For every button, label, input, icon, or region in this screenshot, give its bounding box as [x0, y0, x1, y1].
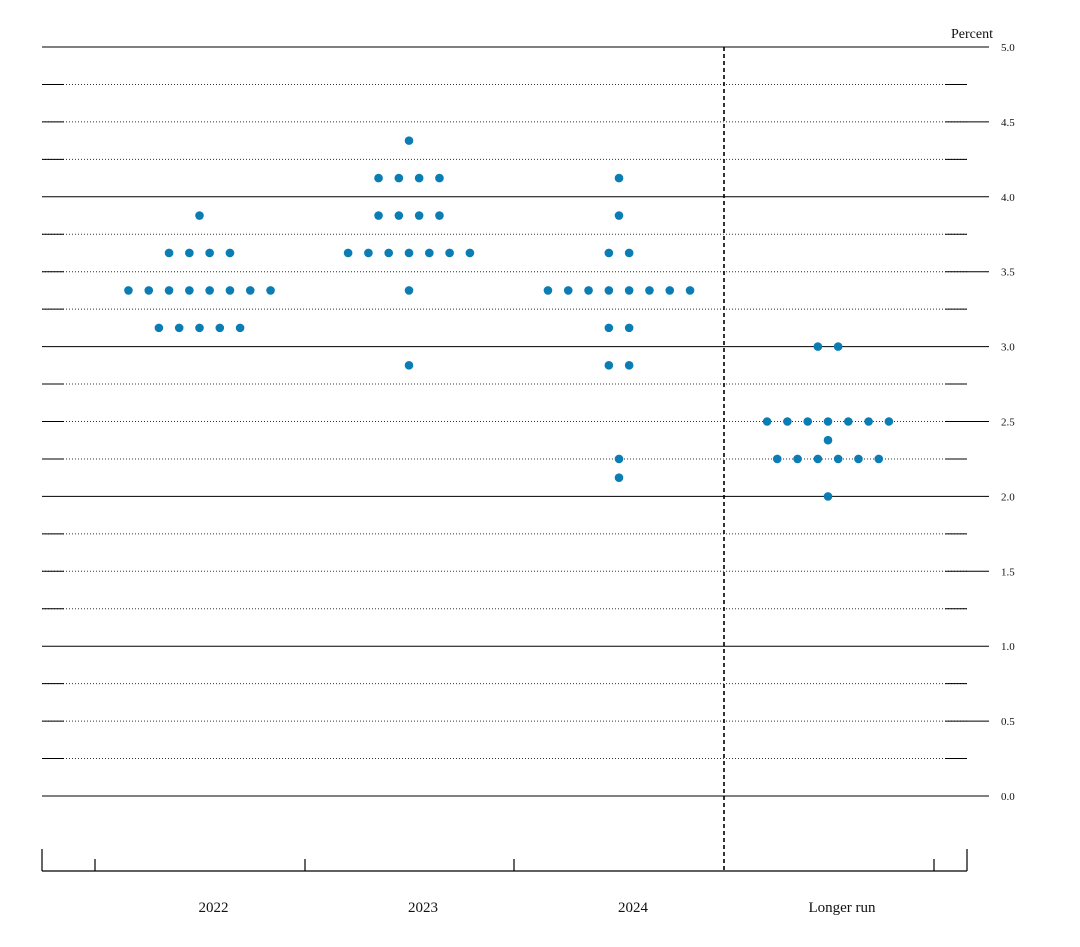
dot-point: [844, 417, 853, 426]
y-tick-labels: 0.0 0.5 1.0 1.5 2.0 2.5 3.0 3.5 4.0 4.5 5.0: [1001, 42, 1015, 803]
dot-point: [604, 248, 614, 258]
dot-point: [624, 286, 634, 295]
y-tick-label: 3.5: [1001, 267, 1015, 279]
y-tick-label: 2.0: [1001, 491, 1015, 503]
y-tick-label: 0.5: [1001, 716, 1015, 728]
dot-point: [823, 435, 833, 445]
dot-point: [414, 211, 424, 220]
dot-point: [205, 248, 214, 258]
dot-point: [364, 248, 373, 258]
dot-point: [803, 417, 812, 426]
dot-point: [772, 454, 782, 464]
dot-point: [783, 417, 792, 426]
dot-point: [414, 173, 424, 183]
dot-point: [813, 454, 823, 464]
y-axis-unit-label: Percent: [951, 27, 993, 42]
dot-point: [813, 342, 823, 351]
dot-point: [174, 323, 184, 333]
x-category-label: 2022: [199, 900, 229, 916]
dot-point: [215, 323, 225, 333]
y-tick-label: 1.5: [1001, 566, 1015, 578]
dot-point: [604, 286, 614, 295]
dot-point: [445, 248, 454, 258]
dot-point: [185, 248, 194, 258]
dot-point: [245, 286, 255, 295]
dot-point: [833, 342, 843, 351]
dot-point: [225, 286, 235, 295]
dot-point: [604, 361, 614, 370]
dot-point: [404, 286, 414, 295]
dot-point: [614, 211, 624, 220]
x-category-labels: 2022 2023 2024 Longer run: [199, 900, 877, 916]
x-category-label: Longer run: [808, 900, 876, 916]
dot-point: [394, 211, 404, 220]
dot-point: [614, 454, 624, 464]
dot-point: [266, 286, 275, 295]
dot-point: [665, 286, 675, 295]
dot-point: [624, 323, 634, 333]
dot-point: [624, 361, 634, 370]
dot-point: [614, 473, 624, 482]
dot-point: [144, 286, 154, 295]
x-category-label: 2023: [408, 900, 438, 916]
grid-lines: [42, 46, 989, 797]
dot-point: [833, 454, 843, 464]
dot-point: [823, 417, 833, 426]
dot-point: [374, 173, 383, 183]
dot-point: [884, 417, 894, 426]
dot-point: [604, 323, 614, 333]
dot-point: [645, 286, 654, 295]
dot-point: [164, 248, 174, 258]
dot-point: [124, 286, 133, 295]
dot-point: [874, 454, 884, 464]
y-tick-label: 5.0: [1001, 42, 1015, 54]
y-tick-label: 2.5: [1001, 417, 1015, 429]
dot-point: [404, 248, 414, 258]
dot-point: [543, 286, 553, 295]
y-tick-label: 4.5: [1001, 117, 1015, 129]
dot-point: [685, 286, 695, 295]
dot-point: [584, 286, 593, 295]
dot-point: [235, 323, 245, 333]
dot-point: [374, 211, 383, 220]
x-category-label: 2024: [618, 900, 649, 916]
dots: [124, 136, 894, 501]
y-tick-label: 0.0: [1001, 791, 1015, 803]
x-axis: [41, 849, 968, 872]
dot-point: [195, 323, 204, 333]
dot-point: [823, 492, 833, 501]
dot-point: [425, 248, 434, 258]
dot-point: [435, 211, 444, 220]
y-tick-label: 3.0: [1001, 342, 1015, 354]
dot-point: [164, 286, 174, 295]
dot-point: [404, 136, 414, 145]
dot-point: [465, 248, 475, 258]
dot-point: [384, 248, 394, 258]
dot-point: [762, 417, 772, 426]
dot-point: [854, 454, 863, 464]
dot-point: [394, 173, 404, 183]
dot-point: [195, 211, 204, 220]
dot-point: [185, 286, 194, 295]
dot-point: [205, 286, 214, 295]
y-tick-label: 4.0: [1001, 192, 1015, 204]
dot-point: [793, 454, 802, 464]
y-tick-label: 1.0: [1001, 641, 1015, 653]
dot-point: [864, 417, 873, 426]
dot-point: [225, 248, 235, 258]
dot-point: [563, 286, 573, 295]
dot-point: [624, 248, 634, 258]
dot-point: [614, 173, 624, 183]
dot-point: [154, 323, 164, 333]
dot-point: [343, 248, 353, 258]
dot-point: [404, 361, 414, 370]
dot-point: [435, 173, 444, 183]
